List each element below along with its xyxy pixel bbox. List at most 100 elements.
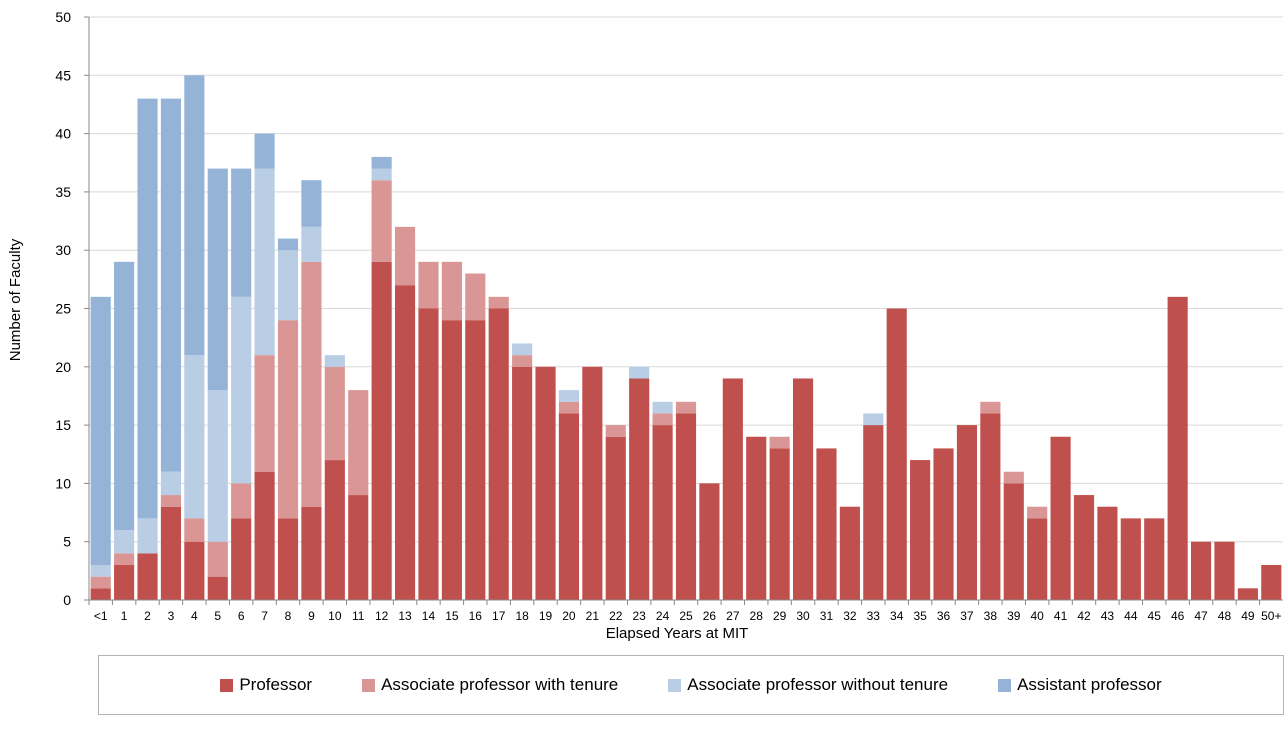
bar-segment [348,495,369,600]
x-tick-label: 2 [144,609,151,623]
bar-segment [980,413,1001,600]
bar-segment [863,413,884,426]
bar-segment [1003,471,1024,484]
x-tick-label: 22 [609,609,623,623]
x-tick-label: 49 [1241,609,1255,623]
y-tick-label: 5 [63,534,71,550]
bar-segment [324,366,345,461]
bar-segment [652,425,673,600]
legend-label: Associate professor without tenure [687,675,949,694]
bar-segment [1003,483,1024,600]
x-tick-label: 27 [726,609,740,623]
x-tick-label: 6 [238,609,245,623]
bar-segment [277,250,299,321]
legend-item: Assistant professor [998,675,1162,695]
bar-segment [184,75,205,356]
bar-segment [254,168,275,356]
bar-segment [160,471,182,496]
bar-segment [324,355,345,367]
bar-segment [488,308,509,600]
bar-segment [465,320,486,600]
bar-segment [160,506,182,600]
x-tick-labels: <1 1 2 3 4 5 6 7 8 9 10 11 12 13 14 15 16 17 18 19 20 21 22 23 2… [88,600,1281,623]
bar-segment [1214,541,1235,600]
bar-segment [1167,296,1188,600]
bar-segment [324,460,345,600]
bar-segment [535,366,556,600]
x-tick-label: 40 [1030,609,1044,623]
bar-segment [277,518,299,600]
bar-segment [277,320,299,519]
bar-segment [231,518,252,600]
bar-segment [90,296,111,566]
y-tick-labels: 0 5 10 15 20 25 30 35 40 45 50 [55,9,89,608]
bar-segment [605,425,626,437]
bar-segment [301,226,322,262]
y-tick-label: 10 [55,475,71,491]
bar-segment [231,168,252,297]
bar-segment [558,401,580,414]
bar-segment [184,541,205,600]
x-tick-label: 46 [1171,609,1185,623]
legend-item: Associate professor with tenure [362,675,618,695]
legend-swatch [362,678,376,692]
x-tick-label: 50+ [1261,609,1281,623]
y-tick-label: 45 [55,67,71,83]
bar-segment [277,238,299,251]
bar-segment [675,401,697,414]
bar-segment [394,226,416,286]
bar-segment [207,576,228,600]
bar-segment [348,390,369,496]
bar-segment [816,448,837,600]
bar-segment [90,565,111,577]
bar-segment [207,168,228,391]
bar-segment [839,506,860,600]
bar-segment [910,460,931,600]
bar-segment [137,518,158,554]
x-tick-label: 15 [445,609,459,623]
x-tick-label: <1 [94,609,108,623]
bar-segment [418,308,439,600]
bar-segment [231,483,252,519]
x-tick-label: 33 [867,609,881,623]
x-tick-label: 29 [773,609,787,623]
bar-segment [207,541,228,577]
bar-segment [465,273,486,321]
x-tick-label: 48 [1218,609,1232,623]
bars [90,75,1282,600]
bar-segment [137,98,158,519]
x-tick-label: 25 [679,609,693,623]
bar-segment [652,413,673,426]
x-tick-label: 31 [820,609,834,623]
legend-swatch [998,678,1012,692]
x-tick-label: 20 [562,609,576,623]
x-tick-label: 5 [214,609,221,623]
bar-segment [1120,518,1141,600]
x-tick-label: 13 [398,609,412,623]
y-tick-label: 35 [55,184,71,200]
legend-label: Assistant professor [1017,675,1162,694]
bar-segment [933,448,954,600]
bar-segment [207,390,228,542]
y-tick-label: 0 [63,592,71,608]
bar-segment [301,506,322,600]
x-axis-title: Elapsed Years at MIT [606,625,749,642]
bar-segment [114,553,135,566]
legend-label: Associate professor with tenure [381,675,619,694]
x-tick-label: 1 [121,609,128,623]
legend: Professor Associate professor with tenure… [98,655,1284,715]
bar-segment [114,530,135,554]
y-tick-label: 50 [55,9,71,25]
bar-segment [394,285,416,600]
bar-segment [114,565,135,600]
bar-segment [582,366,603,600]
x-tick-label: 7 [261,609,268,623]
x-tick-label: 32 [843,609,857,623]
bar-segment [629,366,650,379]
x-tick-label: 23 [632,609,646,623]
bar-segment [441,261,462,321]
bar-segment [1144,518,1165,600]
bar-segment [699,483,720,600]
bar-segment [629,378,650,600]
